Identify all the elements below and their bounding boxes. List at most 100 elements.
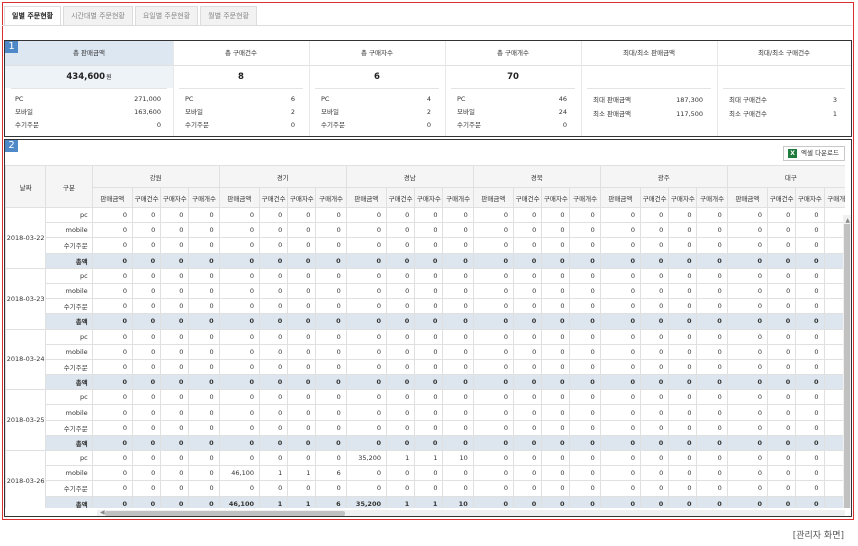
value-cell: 0	[696, 343, 728, 360]
summary-divider	[723, 88, 845, 89]
value-cell: 0	[668, 434, 698, 452]
scroll-left-arrow-icon[interactable]: ◀	[100, 509, 105, 516]
value-cell: 46,100	[218, 465, 261, 482]
value-cell: 0	[599, 267, 642, 284]
value-cell: 0	[823, 480, 845, 497]
value-cell: 0	[767, 480, 797, 497]
value-cell: 0	[386, 222, 416, 239]
screen-frame	[2, 2, 854, 520]
value-cell: 0	[668, 252, 698, 269]
value-cell: 1	[414, 495, 444, 508]
value-cell: 0	[91, 404, 133, 421]
value-cell: 0	[696, 267, 728, 284]
value-cell: 0	[345, 328, 388, 345]
metric-header: 구매개수	[442, 187, 474, 208]
value-cell: 0	[91, 419, 133, 436]
value-cell: 0	[795, 449, 825, 467]
table-row: 수기주문000000000000000000000000	[6, 419, 845, 436]
scroll-up-arrow-icon[interactable]: ▲	[845, 217, 850, 224]
value-cell: 0	[513, 222, 543, 239]
value-cell: 0	[258, 282, 289, 300]
value-cell: 0	[414, 404, 444, 421]
value-cell: 0	[767, 252, 797, 269]
kind-cell: mobile	[45, 465, 93, 482]
value-cell: 0	[345, 282, 388, 300]
value-cell: 0	[767, 374, 797, 391]
tab-2[interactable]: 시간대별 주문현황	[63, 6, 133, 25]
value-cell: 0	[160, 434, 190, 452]
summary-row-label: 최대 구매건수	[729, 96, 767, 104]
value-cell: 0	[442, 404, 474, 421]
kind-cell: 총액	[45, 434, 93, 452]
summary-total-4: 70	[445, 66, 581, 88]
value-cell: 0	[640, 374, 670, 391]
value-cell: 0	[668, 267, 698, 284]
summary-row-value: 0	[156, 121, 161, 129]
summary-row-label: PC	[15, 95, 24, 103]
value-cell: 0	[386, 419, 416, 436]
horizontal-scrollbar[interactable]	[97, 510, 845, 516]
value-cell: 0	[287, 252, 317, 269]
value-cell: 0	[414, 313, 444, 330]
value-cell: 0	[218, 282, 261, 300]
summary-row-value: 163,600	[134, 108, 161, 116]
value-cell: 0	[287, 480, 317, 497]
value-cell: 0	[823, 298, 845, 315]
value-cell: 0	[315, 298, 347, 315]
value-cell: 0	[541, 282, 571, 300]
summary-total-value: 434,600	[66, 72, 106, 82]
value-cell: 0	[513, 358, 543, 376]
value-cell: 0	[640, 419, 670, 436]
value-cell: 0	[513, 313, 543, 330]
value-cell: 0	[386, 298, 416, 315]
tab-4[interactable]: 월별 주문현황	[200, 6, 258, 25]
value-cell: 0	[513, 465, 543, 482]
value-cell: 0	[599, 374, 642, 391]
value-cell: 0	[696, 465, 728, 482]
table-row: mobile000000000000000000000000	[6, 282, 845, 300]
value-cell: 0	[258, 389, 289, 406]
value-cell: 0	[414, 222, 444, 239]
vertical-scroll-thumb[interactable]	[844, 224, 850, 508]
value-cell: 0	[160, 328, 190, 345]
metric-header: 구매개수	[315, 187, 347, 208]
kind-cell: 총액	[45, 495, 93, 508]
value-cell: 0	[188, 252, 220, 269]
detail-panel: X 엑셀 다운로드 날짜 구분 강원 경기 경남 경북 광주 대구 판매금액 구매건수 구매자수 구매…	[4, 139, 852, 517]
value-cell: 0	[442, 282, 474, 300]
summary-row-value: 117,500	[676, 110, 703, 118]
value-cell: 0	[541, 343, 571, 360]
value-cell: 0	[442, 465, 474, 482]
value-cell: 0	[188, 313, 220, 330]
value-cell: 0	[315, 358, 347, 376]
value-cell: 0	[442, 237, 474, 254]
value-cell: 0	[131, 328, 162, 345]
value-cell: 0	[188, 328, 220, 345]
excel-download-button[interactable]: X 엑셀 다운로드	[783, 146, 845, 161]
value-cell: 0	[599, 206, 642, 224]
value-cell: 0	[442, 434, 474, 452]
tab-1[interactable]: 일별 주문현황	[4, 6, 62, 26]
value-cell: 0	[287, 282, 317, 300]
value-cell: 0	[315, 449, 347, 467]
summary-row-value: 24	[558, 108, 567, 116]
value-cell: 0	[188, 282, 220, 300]
value-cell: 0	[541, 419, 571, 436]
value-cell: 0	[131, 237, 162, 254]
metric-header: 구매자수	[287, 187, 317, 208]
value-cell: 0	[131, 222, 162, 239]
value-cell: 0	[599, 298, 642, 315]
value-cell: 0	[160, 252, 190, 269]
value-cell: 0	[131, 358, 162, 376]
horizontal-scroll-thumb[interactable]	[105, 511, 345, 516]
value-cell: 10	[442, 495, 474, 508]
tab-divider	[2, 25, 852, 26]
value-cell: 0	[696, 313, 728, 330]
summary-row: 수기주문 0	[185, 119, 295, 131]
value-cell: 0	[795, 206, 825, 224]
value-cell: 0	[315, 480, 347, 497]
tab-3[interactable]: 요일별 주문현황	[134, 6, 199, 25]
value-cell: 0	[513, 252, 543, 269]
value-cell: 0	[315, 404, 347, 421]
value-cell: 0	[795, 282, 825, 300]
